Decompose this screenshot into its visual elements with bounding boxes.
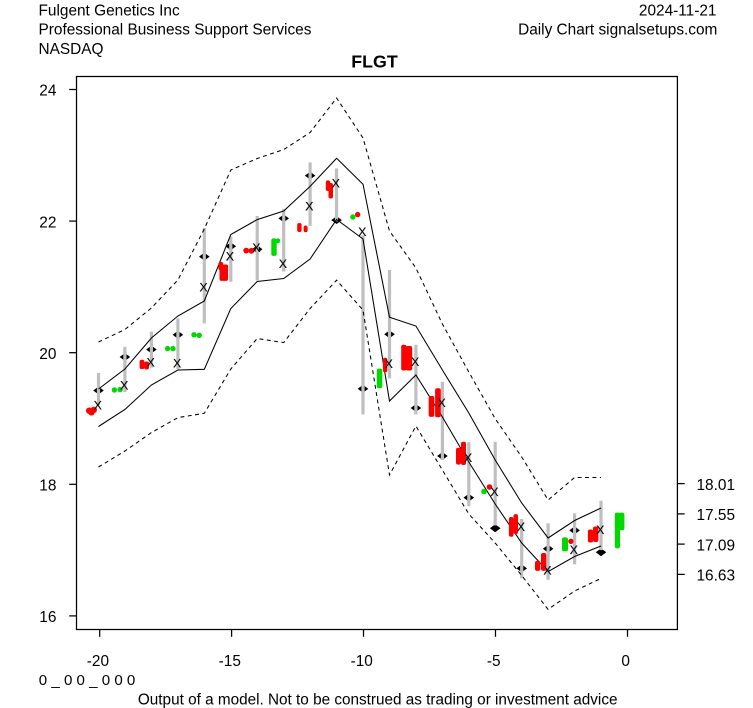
svg-text:Output of a model. Not to be c: Output of a model. Not to be construed a…: [138, 691, 618, 708]
svg-text:X: X: [200, 281, 208, 295]
svg-text:X: X: [199, 280, 207, 294]
svg-text:X: X: [147, 356, 155, 370]
svg-text:-20: -20: [87, 653, 109, 670]
svg-text:X: X: [411, 355, 419, 369]
svg-text:X: X: [358, 225, 366, 239]
svg-text:X: X: [385, 357, 393, 371]
svg-text:X: X: [252, 241, 260, 255]
svg-text:X: X: [464, 451, 472, 465]
svg-text:X: X: [385, 357, 393, 371]
svg-text:X: X: [543, 564, 551, 578]
svg-text:X: X: [120, 379, 128, 393]
svg-text:X: X: [146, 355, 154, 369]
svg-text:X: X: [279, 257, 287, 271]
svg-text:X: X: [332, 177, 340, 191]
svg-text:X: X: [438, 396, 446, 410]
svg-text:X: X: [305, 199, 313, 213]
svg-text:X: X: [279, 257, 287, 271]
svg-text:X: X: [570, 543, 578, 557]
svg-text:16.63: 16.63: [697, 568, 736, 585]
svg-text:X: X: [596, 523, 604, 537]
svg-text:X: X: [437, 396, 445, 410]
svg-text:X: X: [543, 563, 551, 577]
svg-text:X: X: [305, 199, 313, 213]
svg-text:X: X: [384, 357, 392, 371]
svg-text:X: X: [253, 241, 261, 255]
svg-text:X: X: [490, 485, 498, 499]
svg-text:0 _ 0 0 _ 0 0 0: 0 _ 0 0 _ 0 0 0: [39, 672, 136, 689]
svg-text:X: X: [278, 257, 286, 271]
svg-text:16: 16: [39, 609, 56, 626]
svg-text:17.55: 17.55: [697, 507, 736, 524]
svg-text:X: X: [596, 523, 604, 537]
svg-text:X: X: [490, 485, 498, 499]
svg-text:X: X: [252, 241, 260, 255]
svg-text:X: X: [94, 399, 102, 413]
svg-text:X: X: [226, 250, 234, 264]
svg-text:X: X: [516, 520, 524, 534]
svg-text:X: X: [306, 200, 314, 214]
svg-text:X: X: [120, 379, 128, 393]
svg-text:X: X: [358, 225, 366, 239]
svg-text:X: X: [463, 451, 471, 465]
svg-text:24: 24: [39, 83, 57, 100]
svg-text:X: X: [173, 357, 181, 371]
svg-text:X: X: [94, 398, 102, 412]
svg-text:Professional Business Support: Professional Business Support Services: [39, 22, 312, 39]
svg-text:X: X: [332, 177, 340, 191]
svg-text:Daily Chart signalsetups.com: Daily Chart signalsetups.com: [518, 22, 717, 39]
svg-text:X: X: [411, 355, 419, 369]
svg-text:X: X: [491, 485, 499, 499]
svg-text:-15: -15: [219, 653, 241, 670]
svg-text:18: 18: [39, 478, 56, 495]
svg-text:X: X: [411, 355, 419, 369]
svg-text:X: X: [437, 396, 445, 410]
svg-text:X: X: [173, 356, 181, 370]
svg-text:X: X: [199, 280, 207, 294]
svg-text:18.01: 18.01: [697, 477, 736, 494]
svg-text:0: 0: [621, 653, 630, 670]
svg-text:X: X: [464, 451, 472, 465]
svg-text:17.09: 17.09: [697, 537, 736, 554]
svg-text:X: X: [173, 356, 181, 370]
svg-text:-5: -5: [487, 653, 501, 670]
svg-text:X: X: [120, 378, 128, 392]
svg-text:2024-11-21: 2024-11-21: [639, 2, 717, 19]
svg-text:FLGT: FLGT: [351, 52, 398, 72]
svg-text:X: X: [331, 176, 339, 190]
svg-text:Fulgent Genetics Inc: Fulgent Genetics Inc: [39, 2, 180, 19]
svg-text:22: 22: [39, 214, 56, 231]
svg-text:X: X: [93, 398, 101, 412]
svg-text:X: X: [225, 249, 233, 263]
svg-text:X: X: [596, 524, 604, 538]
svg-text:-10: -10: [351, 653, 373, 670]
svg-text:X: X: [517, 520, 525, 534]
svg-text:X: X: [569, 543, 577, 557]
svg-text:X: X: [570, 544, 578, 558]
svg-text:NASDAQ: NASDAQ: [39, 41, 104, 58]
svg-text:X: X: [226, 250, 234, 264]
svg-text:X: X: [544, 564, 552, 578]
svg-text:X: X: [517, 520, 525, 534]
svg-text:20: 20: [39, 346, 56, 363]
svg-text:X: X: [146, 356, 154, 370]
svg-text:X: X: [358, 225, 366, 239]
